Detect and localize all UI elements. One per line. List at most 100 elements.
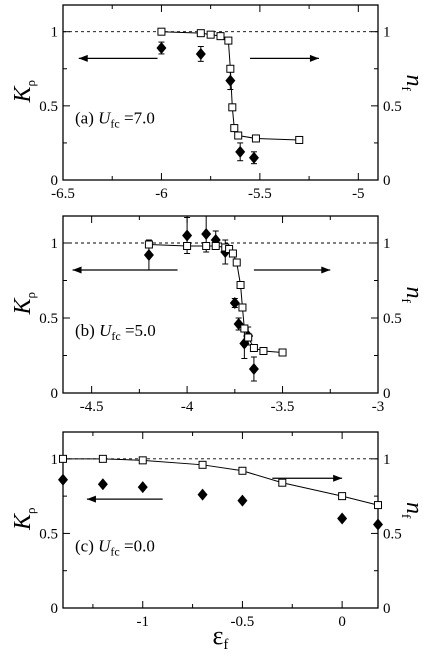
krho-point: [195, 47, 206, 60]
nf-point: [238, 466, 247, 475]
krho-point: [58, 473, 68, 486]
nf-point: [374, 501, 382, 510]
x-tick-label: 0: [338, 614, 346, 630]
panel-c: -1 -0.5 0 0 0 0.5 0.5 1 1 Kρ nf (c) Ufc =0.0 εf: [10, 431, 427, 653]
nf-point: [234, 131, 243, 140]
nf-point: [228, 103, 237, 112]
krho-point: [97, 478, 108, 491]
krho-point: [143, 249, 154, 261]
y-tick-label-left: 0.5: [39, 99, 58, 115]
nf-point: [196, 29, 205, 38]
y-tick-label-left: 0: [51, 386, 59, 402]
panel-label: (a) Ufc =7.0: [75, 109, 155, 131]
nf-point: [228, 249, 237, 258]
nf-point: [183, 242, 192, 250]
krho-point: [229, 297, 240, 309]
nf-point: [240, 324, 249, 333]
y-tick-label-left: 0.5: [39, 311, 58, 327]
y-axis-label-right: nf: [399, 502, 427, 519]
nf-point: [138, 456, 147, 465]
plot-frame: [62, 4, 379, 181]
krho-point: [225, 74, 236, 87]
krho-point: [248, 363, 259, 375]
nf-point: [338, 492, 347, 501]
x-tick-label: -3.5: [271, 399, 295, 415]
krho-point: [237, 494, 248, 507]
plot-frame: [62, 215, 379, 394]
krho-point: [182, 229, 193, 242]
y-tick-label-right: 1: [383, 452, 391, 468]
arrow-head-right: [321, 266, 331, 274]
x-tick-label: -3: [372, 399, 385, 415]
y-axis-label-right: nf: [399, 287, 427, 304]
y-tick-label-right: 0.5: [383, 526, 402, 542]
nf-point: [216, 32, 225, 41]
x-tick-label: -1: [136, 614, 149, 630]
nf-point: [224, 36, 233, 45]
x-tick-label: -4: [181, 399, 194, 415]
y-tick-label-left: 0: [51, 601, 59, 617]
krho-point: [235, 145, 246, 158]
krho-point: [156, 42, 167, 55]
x-tick-label: -6: [155, 186, 168, 202]
y-tick-label-right: 0.5: [383, 99, 402, 115]
krho-point: [201, 228, 212, 240]
krho-point: [337, 512, 348, 525]
y-axis-label-right: nf: [399, 75, 427, 92]
krho-point: [373, 518, 383, 531]
nf-point: [202, 242, 211, 250]
nf-point: [244, 333, 253, 342]
y-tick-label-right: 0.5: [383, 311, 402, 327]
nf-series-line: [148, 244, 283, 353]
y-tick-label-left: 1: [51, 452, 59, 468]
nf-point: [236, 281, 245, 289]
x-tick-label: -5.5: [248, 186, 272, 202]
arrow-head-left: [78, 54, 88, 62]
x-axis-label: εf: [213, 621, 229, 653]
nf-point: [278, 478, 287, 487]
y-axis-label-left: Kρ: [10, 507, 38, 531]
nf-series-line: [63, 458, 379, 506]
nf-point: [259, 347, 268, 355]
panel-a: -6.5 -6 -5.5 -5 0 0 0.5 0.5 1 1 Kρ nf (a) Ufc =7.0: [10, 4, 427, 202]
nf-point: [238, 303, 247, 312]
y-tick-label-left: 0.5: [39, 526, 58, 542]
y-tick-label-right: 0: [383, 601, 391, 617]
nf-point: [226, 64, 235, 73]
arrow-head-right: [309, 54, 319, 62]
nf-point: [295, 135, 304, 144]
x-tick-label: -4.5: [80, 399, 104, 415]
y-axis-label-left: Kρ: [10, 80, 38, 104]
nf-point: [98, 454, 107, 463]
panel-b: -4.5 -4 -3.5 -30 00.5 0.51 1Kρ nf(b) Ufc =5.0: [10, 215, 427, 415]
x-tick-label: -5: [352, 186, 365, 202]
nf-point: [206, 30, 215, 39]
y-tick-label-left: 1: [51, 236, 59, 252]
nf-point: [157, 27, 166, 36]
krho-point: [248, 151, 259, 164]
arrow-head-left: [72, 266, 82, 274]
nf-point: [144, 240, 153, 249]
nf-point: [211, 242, 220, 250]
y-tick-label-right: 0: [383, 386, 391, 402]
nf-point: [278, 348, 287, 357]
panel-label: (b) Ufc =5.0: [75, 321, 156, 343]
arrow-head-left: [86, 495, 96, 503]
arrow-head-right: [333, 474, 343, 482]
y-tick-label-right: 0: [383, 173, 391, 189]
nf-point: [198, 460, 207, 469]
krho-point: [197, 488, 208, 501]
nf-point: [251, 134, 260, 143]
y-tick-label-right: 1: [383, 236, 391, 252]
y-axis-label-left: Kρ: [10, 292, 38, 316]
nf-point: [232, 258, 241, 267]
panel-label: (c) Ufc =0.0: [75, 536, 155, 558]
krho-point: [137, 481, 148, 494]
x-tick-label: -6.5: [51, 186, 75, 202]
nf-point: [230, 124, 239, 133]
y-tick-label-left: 1: [51, 25, 59, 41]
y-tick-label-right: 1: [383, 25, 391, 41]
nf-point: [249, 344, 258, 352]
y-tick-label-left: 0: [51, 173, 59, 189]
